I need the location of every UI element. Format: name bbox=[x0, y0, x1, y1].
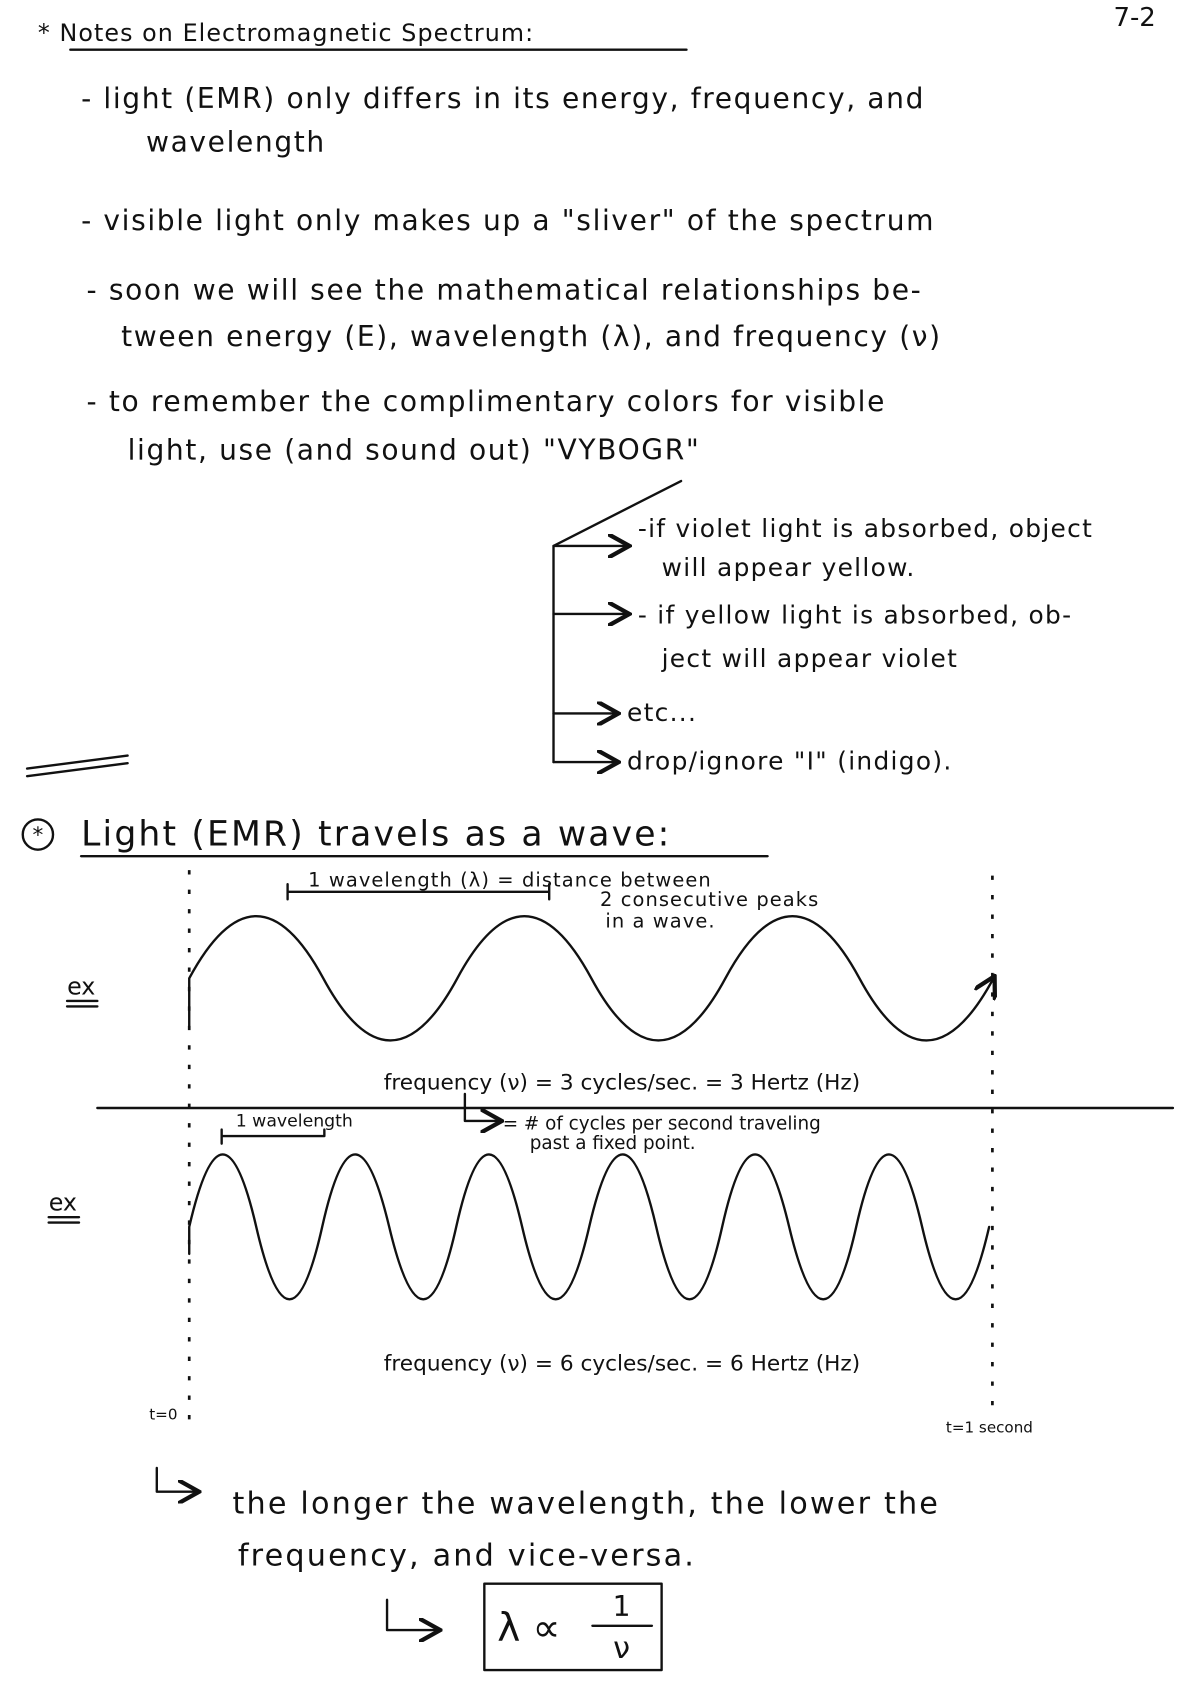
formula-arrow bbox=[385, 1598, 438, 1630]
bullet-line: wavelength bbox=[146, 125, 326, 158]
definition-arrow bbox=[463, 1092, 500, 1121]
wave-short bbox=[188, 1153, 991, 1301]
sub-item-line: -if violet light is absorbed, object bbox=[638, 514, 1093, 543]
page-number: 7-2 bbox=[1113, 3, 1155, 33]
annotation-line: in a wave. bbox=[605, 909, 715, 932]
wave-annotation: 1 wavelength (λ) = distance between 2 co… bbox=[308, 868, 819, 932]
bullets: - light (EMR) only differs in its energy… bbox=[81, 82, 942, 466]
example-label: ex bbox=[67, 972, 95, 1000]
conclusion: the longer the wavelength, the lower the… bbox=[232, 1486, 940, 1573]
bullet-line: - to remember the complimentary colors f… bbox=[87, 385, 886, 418]
conclusion-line: the longer the wavelength, the lower the bbox=[232, 1486, 940, 1521]
star-icon: * bbox=[32, 823, 43, 848]
time-start-label: t=0 bbox=[149, 1405, 177, 1423]
star-circle bbox=[21, 818, 55, 851]
frequency-label: frequency (ν) = 3 cycles/sec. = 3 Hertz … bbox=[384, 1071, 860, 1096]
sub-item-line: drop/ignore "I" (indigo). bbox=[627, 747, 953, 776]
bullet-line: - light (EMR) only differs in its energy… bbox=[81, 82, 925, 115]
formula-denominator: ν bbox=[613, 1631, 630, 1666]
formula-box bbox=[483, 1582, 663, 1672]
sub-items: -if violet light is absorbed, object wil… bbox=[627, 514, 1093, 776]
definition-line: = # of cycles per second traveling bbox=[503, 1114, 821, 1135]
annotation-line: 1 wavelength (λ) = distance between bbox=[308, 868, 712, 891]
definition-line: past a fixed point. bbox=[530, 1133, 696, 1154]
conclusion-line: frequency, and vice-versa. bbox=[238, 1538, 696, 1573]
bullet-line: - soon we will see the mathematical rela… bbox=[87, 273, 923, 306]
formula-numerator: 1 bbox=[613, 1590, 631, 1623]
sub-item-line: ject will appear violet bbox=[661, 644, 959, 673]
conclusion-arrow bbox=[155, 1466, 197, 1492]
formula-left: λ ∝ bbox=[497, 1606, 560, 1651]
wavelength-bracket bbox=[286, 883, 551, 901]
bullet-line: light, use (and sound out) "VYBOGR" bbox=[128, 433, 701, 466]
sub-item-line: etc... bbox=[627, 698, 697, 727]
sub-item-line: - if yellow light is absorbed, ob- bbox=[638, 601, 1073, 630]
notes-title: * Notes on Electromagnetic Spectrum: bbox=[38, 19, 534, 47]
wave-title: Light (EMR) travels as a wave: bbox=[81, 814, 671, 854]
time-end-label: t=1 second bbox=[946, 1418, 1033, 1436]
bullet-line: - visible light only makes up a "sliver"… bbox=[81, 204, 935, 237]
bullet-line: tween energy (E), wavelength (λ), and fr… bbox=[121, 320, 942, 353]
wave-long bbox=[188, 914, 993, 1042]
example-label: ex bbox=[49, 1189, 77, 1217]
annotation-line: 2 consecutive peaks bbox=[600, 888, 819, 911]
section-divider bbox=[25, 754, 129, 778]
frequency-label: frequency (ν) = 6 cycles/sec. = 6 Hertz … bbox=[384, 1352, 860, 1377]
wavelength-label: 1 wavelength bbox=[236, 1111, 353, 1131]
wavelength-bracket-small bbox=[220, 1128, 326, 1145]
sub-item-line: will appear yellow. bbox=[662, 553, 916, 582]
arrow-tree bbox=[552, 479, 683, 762]
frequency-definition: = # of cycles per second traveling past … bbox=[503, 1114, 821, 1154]
